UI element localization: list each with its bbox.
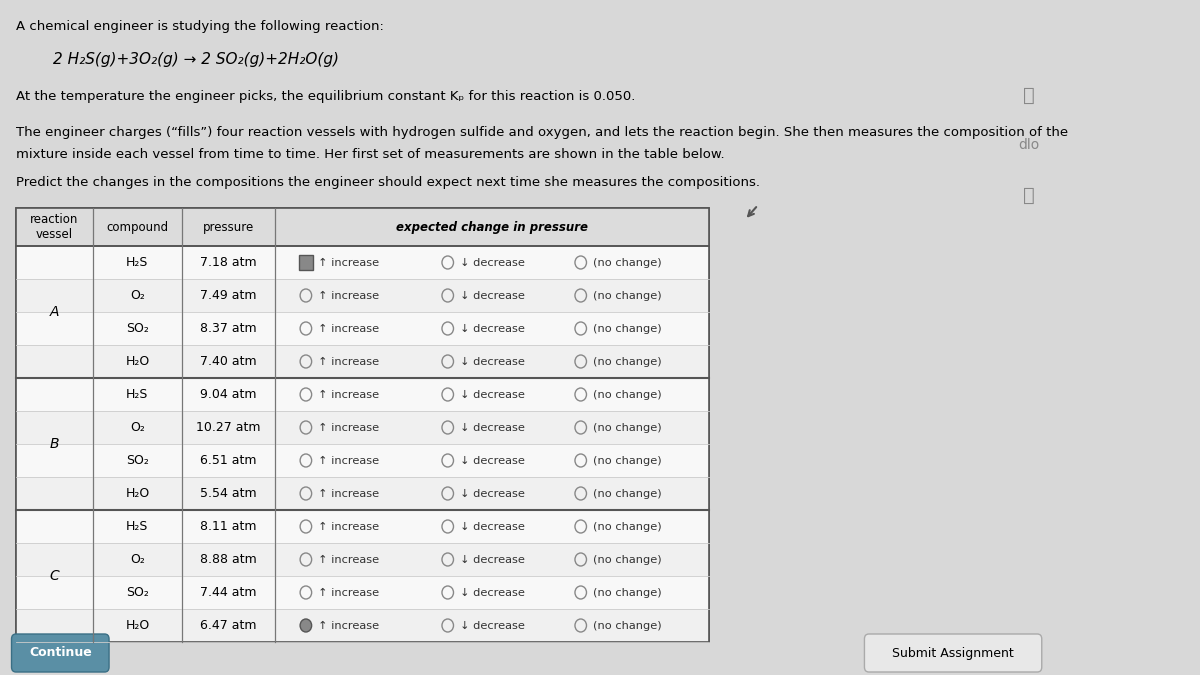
FancyBboxPatch shape bbox=[16, 444, 709, 477]
Text: H₂S: H₂S bbox=[126, 520, 149, 533]
FancyBboxPatch shape bbox=[16, 208, 709, 642]
Text: ↓ decrease: ↓ decrease bbox=[460, 423, 524, 433]
Text: ↑ increase: ↑ increase bbox=[318, 423, 379, 433]
Text: A chemical engineer is studying the following reaction:: A chemical engineer is studying the foll… bbox=[16, 20, 384, 33]
Text: ↓ decrease: ↓ decrease bbox=[460, 389, 524, 400]
FancyBboxPatch shape bbox=[16, 208, 709, 246]
Text: ↓ decrease: ↓ decrease bbox=[460, 620, 524, 630]
Text: (no change): (no change) bbox=[593, 423, 661, 433]
Text: (no change): (no change) bbox=[593, 620, 661, 630]
Text: ↓ decrease: ↓ decrease bbox=[460, 257, 524, 267]
FancyBboxPatch shape bbox=[16, 312, 709, 345]
Text: ↑ increase: ↑ increase bbox=[318, 356, 379, 367]
FancyBboxPatch shape bbox=[16, 609, 709, 642]
FancyBboxPatch shape bbox=[299, 254, 313, 271]
Text: SO₂: SO₂ bbox=[126, 454, 149, 467]
Text: 10.27 atm: 10.27 atm bbox=[196, 421, 260, 434]
FancyBboxPatch shape bbox=[16, 411, 709, 444]
Text: O₂: O₂ bbox=[130, 289, 145, 302]
FancyBboxPatch shape bbox=[16, 378, 709, 411]
Text: H₂O: H₂O bbox=[125, 619, 150, 632]
Text: mixture inside each vessel from time to time. Her first set of measurements are : mixture inside each vessel from time to … bbox=[16, 148, 725, 161]
Text: 6.47 atm: 6.47 atm bbox=[200, 619, 257, 632]
Text: ↑ increase: ↑ increase bbox=[318, 290, 379, 300]
Text: 7.18 atm: 7.18 atm bbox=[200, 256, 257, 269]
Text: expected change in pressure: expected change in pressure bbox=[396, 221, 588, 234]
Text: ↑ increase: ↑ increase bbox=[318, 587, 379, 597]
Text: 7.44 atm: 7.44 atm bbox=[200, 586, 257, 599]
Text: A: A bbox=[49, 305, 59, 319]
Text: ⬜: ⬜ bbox=[1022, 86, 1034, 105]
Text: 6.51 atm: 6.51 atm bbox=[200, 454, 257, 467]
Text: ↑ increase: ↑ increase bbox=[318, 554, 379, 564]
Text: ↓ decrease: ↓ decrease bbox=[460, 290, 524, 300]
FancyBboxPatch shape bbox=[16, 543, 709, 576]
Text: Submit Assignment: Submit Assignment bbox=[893, 647, 1014, 659]
Text: The engineer charges (“fills”) four reaction vessels with hydrogen sulfide and o: The engineer charges (“fills”) four reac… bbox=[16, 126, 1068, 139]
Text: ↑ increase: ↑ increase bbox=[318, 522, 379, 531]
FancyBboxPatch shape bbox=[864, 634, 1042, 672]
Text: ↓ decrease: ↓ decrease bbox=[460, 356, 524, 367]
Text: dlo: dlo bbox=[1018, 138, 1039, 152]
FancyBboxPatch shape bbox=[16, 510, 709, 543]
Text: 7.40 atm: 7.40 atm bbox=[200, 355, 257, 368]
Text: 🔲: 🔲 bbox=[1022, 186, 1034, 205]
Text: ↓ decrease: ↓ decrease bbox=[460, 587, 524, 597]
Text: (no change): (no change) bbox=[593, 356, 661, 367]
Text: SO₂: SO₂ bbox=[126, 322, 149, 335]
Text: H₂S: H₂S bbox=[126, 388, 149, 401]
Text: ↓ decrease: ↓ decrease bbox=[460, 522, 524, 531]
Text: reaction
vessel: reaction vessel bbox=[30, 213, 79, 241]
Text: Predict the changes in the compositions the engineer should expect next time she: Predict the changes in the compositions … bbox=[16, 176, 760, 189]
Text: ↑ increase: ↑ increase bbox=[318, 456, 379, 466]
Text: ↓ decrease: ↓ decrease bbox=[460, 456, 524, 466]
Text: 8.37 atm: 8.37 atm bbox=[200, 322, 257, 335]
FancyBboxPatch shape bbox=[16, 345, 709, 378]
Text: SO₂: SO₂ bbox=[126, 586, 149, 599]
Text: ↑ increase: ↑ increase bbox=[318, 489, 379, 499]
Text: 9.04 atm: 9.04 atm bbox=[200, 388, 257, 401]
Text: (no change): (no change) bbox=[593, 456, 661, 466]
Text: ↓ decrease: ↓ decrease bbox=[460, 489, 524, 499]
Text: H₂O: H₂O bbox=[125, 487, 150, 500]
Text: (no change): (no change) bbox=[593, 290, 661, 300]
Text: pressure: pressure bbox=[203, 221, 254, 234]
Text: O₂: O₂ bbox=[130, 421, 145, 434]
FancyBboxPatch shape bbox=[16, 576, 709, 609]
Text: H₂S: H₂S bbox=[126, 256, 149, 269]
Circle shape bbox=[300, 619, 312, 632]
FancyBboxPatch shape bbox=[16, 279, 709, 312]
Text: compound: compound bbox=[107, 221, 168, 234]
Text: (no change): (no change) bbox=[593, 389, 661, 400]
Text: (no change): (no change) bbox=[593, 323, 661, 333]
FancyBboxPatch shape bbox=[16, 246, 709, 279]
Text: (no change): (no change) bbox=[593, 489, 661, 499]
Text: 8.88 atm: 8.88 atm bbox=[200, 553, 257, 566]
Text: B: B bbox=[49, 437, 59, 451]
Text: (no change): (no change) bbox=[593, 522, 661, 531]
Text: ↑ increase: ↑ increase bbox=[318, 620, 379, 630]
Text: (no change): (no change) bbox=[593, 554, 661, 564]
Text: (no change): (no change) bbox=[593, 257, 661, 267]
Text: ↑ increase: ↑ increase bbox=[318, 389, 379, 400]
Text: 8.11 atm: 8.11 atm bbox=[200, 520, 257, 533]
Text: Continue: Continue bbox=[29, 647, 91, 659]
Text: 7.49 atm: 7.49 atm bbox=[200, 289, 257, 302]
Text: (no change): (no change) bbox=[593, 587, 661, 597]
Text: ↓ decrease: ↓ decrease bbox=[460, 554, 524, 564]
FancyBboxPatch shape bbox=[12, 634, 109, 672]
Text: H₂O: H₂O bbox=[125, 355, 150, 368]
FancyBboxPatch shape bbox=[16, 477, 709, 510]
Text: ↓ decrease: ↓ decrease bbox=[460, 323, 524, 333]
Text: 2 H₂S(g)+3O₂(g) → 2 SO₂(g)+2H₂O(g): 2 H₂S(g)+3O₂(g) → 2 SO₂(g)+2H₂O(g) bbox=[53, 52, 340, 67]
Text: 5.54 atm: 5.54 atm bbox=[200, 487, 257, 500]
Text: O₂: O₂ bbox=[130, 553, 145, 566]
Text: C: C bbox=[49, 569, 60, 583]
Text: ↑ increase: ↑ increase bbox=[318, 257, 379, 267]
Text: At the temperature the engineer picks, the equilibrium constant Kₚ for this reac: At the temperature the engineer picks, t… bbox=[16, 90, 635, 103]
Text: ↑ increase: ↑ increase bbox=[318, 323, 379, 333]
